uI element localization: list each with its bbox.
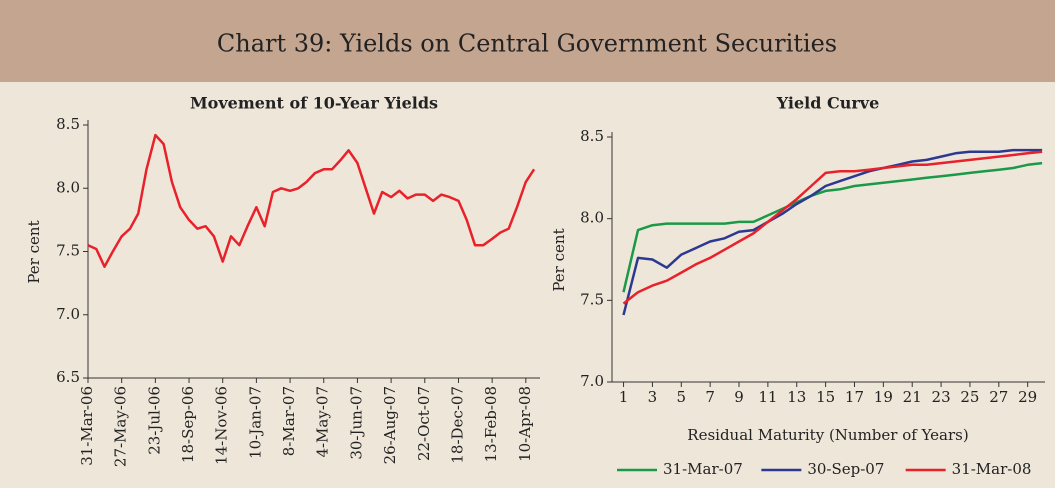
x-tick-label: 18-Sep-06	[179, 386, 197, 463]
x-tick-label: 29	[1018, 388, 1037, 406]
x-tick-label: 1	[619, 388, 629, 406]
x-tick-label: 23	[932, 388, 951, 406]
x-tick-label: 18-Dec-07	[448, 386, 466, 464]
y-axis-label: Per cent	[25, 220, 43, 283]
x-tick-label: 23-Jul-06	[145, 386, 163, 455]
x-tick-label: 7	[705, 388, 715, 406]
x-axis-label: Residual Maturity (Number of Years)	[687, 426, 968, 444]
x-tick-label: 13	[787, 388, 806, 406]
data-line	[622, 148, 1043, 316]
x-tick-label: 21	[903, 388, 922, 406]
data-line	[87, 133, 536, 268]
data-line	[622, 161, 1043, 293]
x-tick-label: 3	[648, 388, 658, 406]
x-tick-label: 17	[845, 388, 864, 406]
x-tick-label: 5	[677, 388, 687, 406]
x-tick-label: 14-Nov-06	[213, 386, 231, 465]
x-tick-label: 25	[960, 388, 979, 406]
y-tick-label: 8.5	[56, 115, 80, 133]
chart-title: Movement of 10-Year Yields	[190, 94, 438, 113]
x-tick-label: 31-Mar-06	[78, 386, 96, 466]
y-axis-label: Per cent	[550, 228, 568, 291]
x-tick-label: 22-Oct-07	[415, 386, 433, 461]
y-tick-label: 8.5	[580, 127, 604, 145]
y-tick-label: 6.5	[56, 368, 80, 386]
x-tick-label: 19	[874, 388, 893, 406]
x-tick-label: 27	[989, 388, 1008, 406]
x-tick-label: 9	[734, 388, 744, 406]
x-tick-label: 30-Jun-07	[347, 386, 365, 460]
x-tick-label: 10-Apr-08	[516, 386, 534, 462]
x-tick-label: 27-May-06	[112, 386, 130, 467]
header-title: Chart 39: Yields on Central Government S…	[217, 30, 837, 58]
x-tick-label: 8-Mar-07	[280, 386, 298, 456]
y-tick-label: 8.0	[580, 209, 604, 227]
x-tick-label: 15	[816, 388, 835, 406]
header-band	[0, 0, 1055, 82]
legend-label: 30-Sep-07	[807, 460, 884, 478]
x-tick-label: 26-Aug-07	[381, 386, 399, 464]
y-tick-label: 7.0	[580, 372, 604, 390]
y-tick-label: 8.0	[56, 178, 80, 196]
x-tick-label: 11	[758, 388, 777, 406]
x-tick-label: 13-Feb-08	[482, 386, 500, 462]
legend-label: 31-Mar-08	[952, 460, 1032, 478]
x-tick-label: 4-May-07	[314, 386, 332, 458]
data-line	[622, 150, 1043, 305]
y-tick-label: 7.0	[56, 305, 80, 323]
chart-title: Yield Curve	[776, 94, 880, 113]
y-tick-label: 7.5	[580, 290, 604, 308]
x-tick-label: 10-Jan-07	[246, 386, 264, 459]
legend-label: 31-Mar-07	[663, 460, 743, 478]
y-tick-label: 7.5	[56, 242, 80, 260]
